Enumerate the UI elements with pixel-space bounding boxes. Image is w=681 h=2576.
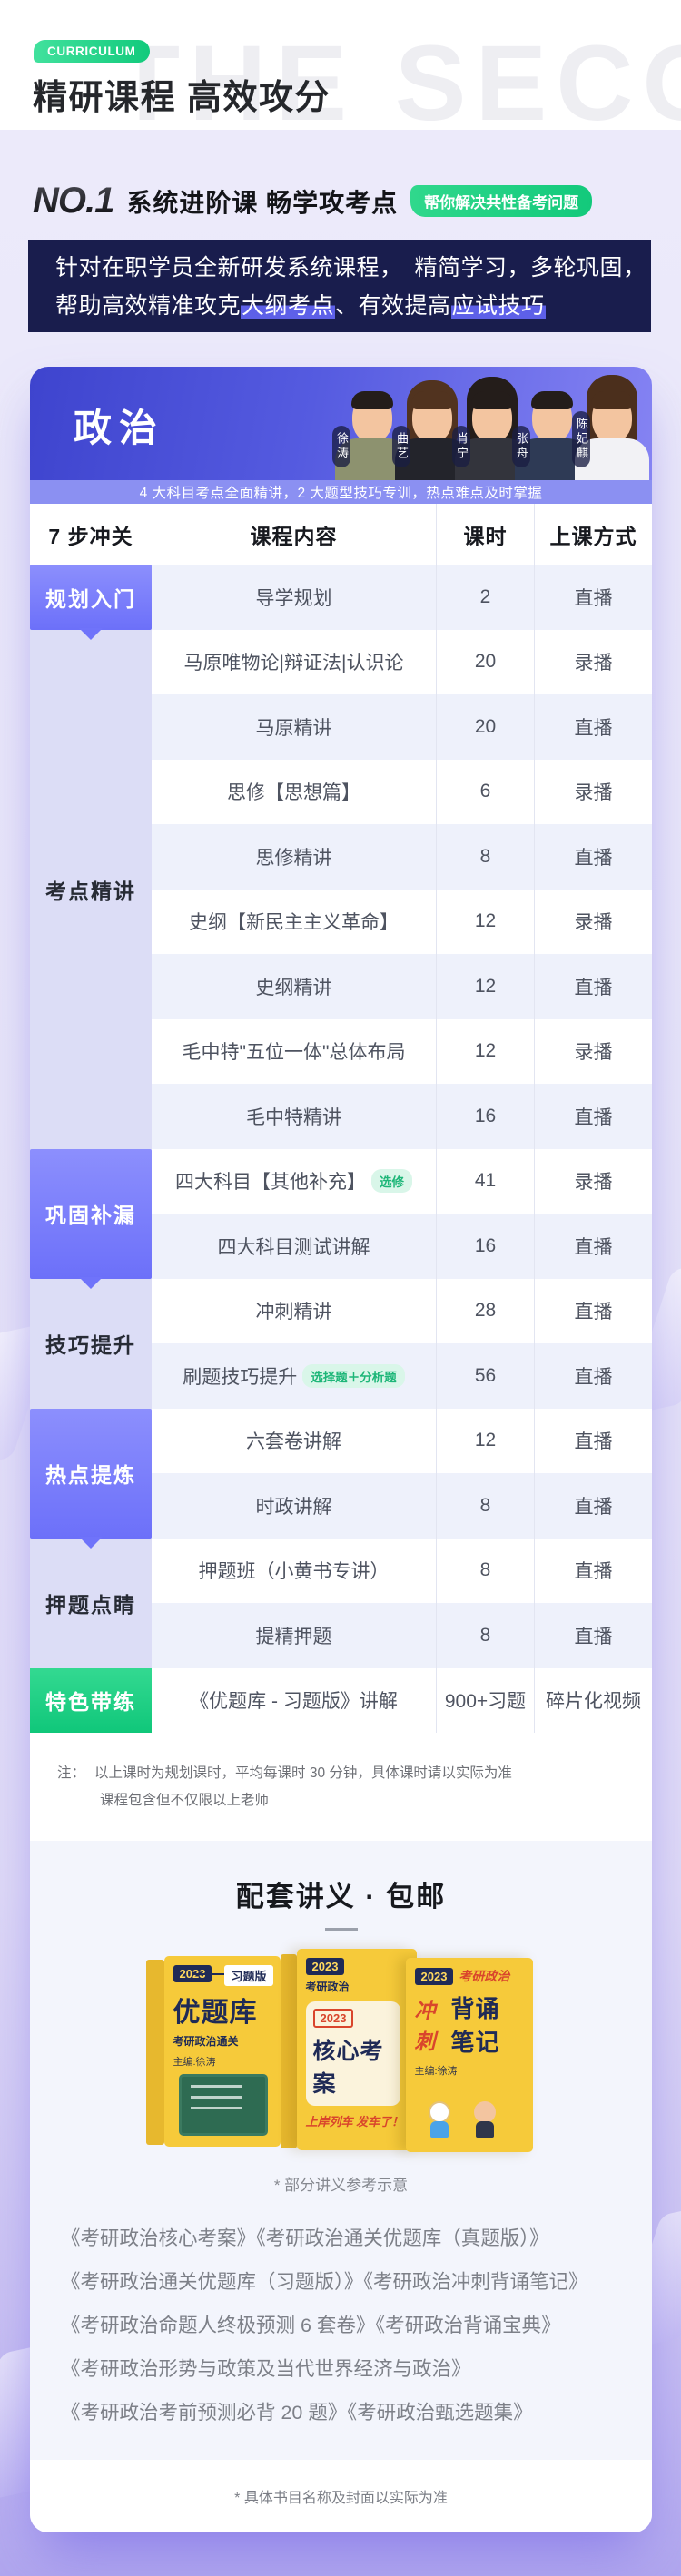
elective-badge: 选修 (371, 1169, 412, 1194)
page-title: 精研课程 高效攻分 (33, 79, 331, 117)
teacher-name-pill: 徐涛 (332, 426, 350, 467)
title-divider (324, 1928, 358, 1931)
highlight-text: 应试技巧 (450, 293, 546, 319)
blackboard-illustration (178, 2074, 268, 2136)
page-header: THE SECO CURRICULUM 精研课程 高效攻分 (0, 0, 681, 130)
book-cover-beisongbiji: 2023 考研政治 冲刺 背诵笔记 主编:徐涛 (405, 1958, 533, 2152)
book-edition-tag: 习题版 (224, 1965, 273, 1986)
course-group: 考点精讲 马原唯物论|辩证法|认识论 20 录播 马原精讲 20 直播 思修【思… (30, 629, 652, 1149)
intro-line-2: 帮助高效精准攻克大纲考点、有效提高应试技巧 (55, 293, 546, 319)
background-watermark: THE SECO (114, 24, 681, 130)
table-row: 六套卷讲解 12 直播 (152, 1408, 652, 1473)
table-row: 史纲【新民主主义革命】 12 录播 (152, 889, 652, 954)
table-row: 毛中特"五位一体"总体布局 12 录播 (152, 1018, 652, 1084)
section-number: NO.1 (33, 181, 114, 221)
table-row: 刷题技巧提升 选择题＋分析题 56 直播 (152, 1343, 652, 1409)
materials-title: 配套讲义 · 包邮 (235, 1881, 447, 1912)
column-header-mode: 上课方式 (549, 524, 637, 548)
teacher-name-pill: 肖宁 (452, 426, 470, 467)
section-heading: 系统进阶课 畅学攻考点 (126, 188, 399, 217)
teacher-name-pill: 陈妃麒 (572, 411, 590, 467)
books-caption: * 部分讲义参考示意 (273, 2177, 409, 2194)
content-section: NO.1 系统进阶课 畅学攻考点 帮你解决共性备考问题 针对在职学员全新研发系统… (0, 130, 681, 2576)
book-list-item: 《考研政治命题人终极预测 6 套卷》《考研政治背诵宝典》 (61, 2315, 561, 2336)
table-row: 押题班（小黄书专讲） 8 直播 (152, 1538, 652, 1603)
table-row: 思修精讲 8 直播 (152, 824, 652, 890)
step-cell: 巩固补漏 (30, 1148, 152, 1279)
table-row: 四大科目测试讲解 16 直播 (152, 1214, 652, 1279)
book-list-item: 《考研政治通关优题库（习题版）》《考研政治冲刺背诵笔记》 (61, 2271, 588, 2293)
book-list-item: 《考研政治核心考案》《考研政治通关优题库（真题版）》 (61, 2227, 549, 2249)
section-benefit-pill: 帮你解决共性备考问题 (410, 185, 593, 217)
course-group: 特色带练 《优题库 - 习题版》讲解 900+习题 碎片化视频 (30, 1667, 652, 1733)
table-row: 思修【思想篇】 6 录播 (152, 759, 652, 824)
step-label: 押题点睛 (45, 1593, 136, 1617)
book-list-item: 《考研政治形势与政策及当代世界经济与政治》 (61, 2358, 471, 2380)
note-prefix: 注： (57, 1765, 86, 1781)
course-card: 政治 徐涛 曲艺 肖宁 张舟 (30, 367, 652, 2532)
step-cell: 规划入门 (30, 565, 152, 630)
teacher-name-pill: 曲艺 (392, 426, 410, 467)
table-row: 时政讲解 8 直播 (152, 1473, 652, 1539)
table-row: 史纲精讲 12 直播 (152, 954, 652, 1019)
step-cell: 特色带练 (30, 1667, 152, 1733)
books-illustration: 2023 习题版 优题库 考研政治通关 主编:徐涛 2023 考研政治 2023… (145, 1949, 537, 2156)
subject-title: 政治 (74, 407, 165, 449)
book-list-item: 《考研政治考前预测必背 20 题》《考研政治甄选题集》 (61, 2402, 533, 2424)
table-row: 提精押题 8 直播 (152, 1603, 652, 1668)
step-label: 考点精讲 (45, 879, 136, 903)
step-tag: 巩固补漏 (30, 1148, 152, 1279)
teacher-name-pill: 张舟 (512, 426, 530, 467)
course-group: 热点提炼 六套卷讲解 12 直播 时政讲解 8 直播 (30, 1408, 652, 1539)
materials-section: 配套讲义 · 包邮 2023 习题版 优题库 考研政治通关 主编:徐涛 2023… (30, 1841, 652, 2460)
cartoon-character (426, 2101, 453, 2141)
course-group: 技巧提升 冲刺精讲 28 直播 刷题技巧提升 选择题＋分析题 56 直播 (30, 1278, 652, 1409)
section-heading-row: NO.1 系统进阶课 畅学攻考点 帮你解决共性备考问题 (33, 181, 593, 221)
column-header-steps: 7 步冲关 (48, 524, 133, 548)
intro-box: 针对在职学员全新研发系统课程， 精简学习，多轮巩固， 帮助高效精准攻克大纲考点、… (28, 240, 651, 332)
step-label: 技巧提升 (45, 1333, 136, 1357)
teacher-photos: 徐涛 曲艺 肖宁 张舟 陈妃麒 (332, 371, 649, 480)
step-tag-featured: 特色带练 (30, 1667, 152, 1733)
course-group: 规划入门 导学规划 2 直播 (30, 565, 652, 630)
step-tag: 规划入门 (30, 565, 152, 630)
card-header: 政治 徐涛 曲艺 肖宁 张舟 (30, 367, 652, 480)
column-header-hours: 课时 (436, 504, 535, 565)
table-footnote: 注： 以上课时为规划课时，平均每课时 30 分钟，具体课时请以实际为准 课程包含… (30, 1733, 652, 1841)
table-row: 马原精讲 20 直播 (152, 694, 652, 760)
table-row: 导学规划 2 直播 (152, 565, 652, 630)
book-cover-youtiku: 2023 习题版 优题库 考研政治通关 主编:徐涛 (163, 1956, 281, 2147)
step-cell: 考点精讲 (30, 629, 152, 1149)
note-line-1: 以上课时为规划课时，平均每课时 30 分钟，具体课时请以实际为准 (94, 1765, 512, 1781)
book-list: 《考研政治核心考案》《考研政治通关优题库（真题版）》 《考研政治通关优题库（习题… (30, 2217, 652, 2434)
card-footer-note: * 具体书目名称及封面以实际为准 (30, 2460, 652, 2532)
course-group: 押题点睛 押题班（小黄书专讲） 8 直播 提精押题 8 直播 (30, 1538, 652, 1668)
book-cover-hexinkaoan: 2023 考研政治 2023 核心考案 上岸列车 发车了！ (296, 1949, 417, 2150)
table-row: 《优题库 - 习题版》讲解 900+习题 碎片化视频 (152, 1667, 652, 1733)
note-line-2: 课程包含但不仅限以上老师 (100, 1793, 270, 1808)
cartoon-character (471, 2101, 498, 2141)
book-spine (280, 1954, 297, 2148)
book-spine (145, 1960, 164, 2145)
highlight-text: 大纲考点 (241, 293, 336, 319)
question-type-badge: 选择题＋分析题 (302, 1363, 405, 1388)
table-row: 冲刺精讲 28 直播 (152, 1278, 652, 1343)
table-row: 马原唯物论|辩证法|认识论 20 录播 (152, 629, 652, 694)
column-header-content: 课程内容 (250, 524, 338, 548)
intro-line-1: 针对在职学员全新研发系统课程， 精简学习，多轮巩固， (55, 255, 646, 280)
table-row: 毛中特精讲 16 直播 (152, 1084, 652, 1149)
table-header: 7 步冲关 课程内容 课时 上课方式 (30, 504, 652, 565)
curriculum-badge: CURRICULUM (34, 40, 150, 63)
step-tag: 热点提炼 (30, 1408, 152, 1539)
course-group: 巩固补漏 四大科目【其他补充】 选修 41 录播 四大科目测试讲解 16 直播 (30, 1148, 652, 1279)
teacher-avatar: 陈妃麒 (572, 371, 649, 480)
step-cell: 热点提炼 (30, 1408, 152, 1539)
card-banner: 4 大科目考点全面精讲，2 大题型技巧专训，热点难点及时掌握 (30, 480, 652, 504)
table-row: 四大科目【其他补充】 选修 41 录播 (152, 1148, 652, 1214)
